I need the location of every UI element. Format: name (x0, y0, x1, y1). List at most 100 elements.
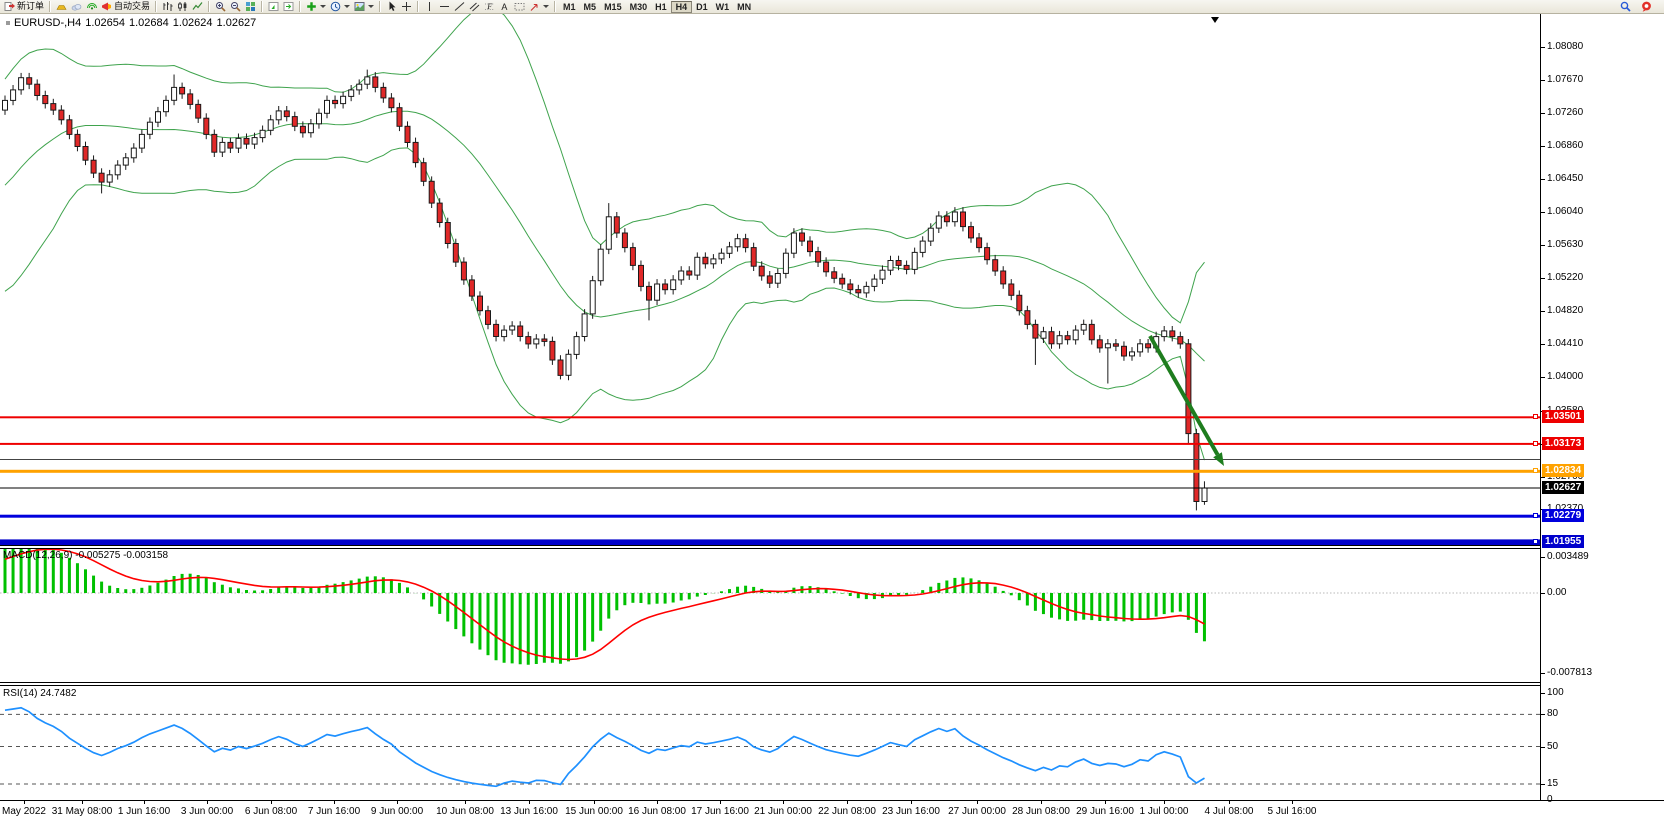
timeframe-M30[interactable]: M30 (629, 1, 648, 12)
cursor-tool-button[interactable] (384, 0, 399, 13)
chart-shift-button[interactable] (266, 0, 281, 13)
ohlc-close: 1.02627 (216, 17, 257, 29)
candle-body (267, 119, 274, 131)
candle-body (984, 247, 991, 261)
vertical-line-tool[interactable] (422, 0, 437, 13)
timeframe-M15[interactable]: M15 (604, 1, 622, 12)
zoom-in-button[interactable] (213, 0, 228, 13)
fibonacci-tool[interactable]: F (482, 0, 497, 13)
candle-body (831, 271, 838, 279)
price-axis-line (1540, 14, 1541, 800)
macd-tick-label: 0.00 (1547, 587, 1567, 598)
candle-body (726, 246, 733, 254)
crosshair-tool-button[interactable] (399, 0, 414, 13)
rsi-tick-label: 15 (1547, 778, 1559, 789)
candle-body (734, 238, 741, 248)
notifications-button[interactable] (1639, 0, 1654, 13)
candle-body (485, 310, 491, 325)
candle-body (26, 77, 33, 85)
hline-icon (440, 6, 450, 7)
time-tick-mark (847, 800, 848, 804)
zoom-out-button[interactable] (228, 0, 243, 13)
candle-body (1161, 330, 1168, 338)
time-tick-mark (1229, 800, 1230, 804)
candle-body (493, 323, 500, 337)
rsi-panel-canvas[interactable] (0, 686, 1541, 800)
timeframe-H4[interactable]: H4 (670, 0, 693, 13)
timeframe-M1[interactable]: M1 (563, 1, 576, 12)
panel-separator[interactable] (0, 682, 1541, 683)
chart-shift-marker-icon[interactable] (1211, 17, 1219, 23)
horizontal-price-line[interactable] (0, 416, 1541, 419)
new-order-button[interactable]: 新订单 (2, 0, 46, 13)
auto-scroll-button[interactable] (281, 0, 296, 13)
candle-body (291, 116, 298, 127)
price-tick-mark (1540, 477, 1545, 478)
horizontal-price-line[interactable] (0, 514, 1541, 518)
candle-body (171, 86, 178, 101)
horizontal-line-tool[interactable] (437, 0, 452, 13)
arrow-object[interactable] (1148, 335, 1220, 456)
add-indicator-button[interactable] (304, 0, 328, 13)
candle-body (1040, 331, 1047, 339)
search-button[interactable] (1618, 0, 1633, 13)
text-tool[interactable]: A (497, 0, 512, 13)
tile-windows-button[interactable] (243, 0, 258, 13)
candle-body (694, 256, 701, 276)
price-tick-label: 1.04000 (1547, 371, 1584, 382)
rsi-tick-label: 80 (1547, 708, 1559, 719)
periods-button[interactable] (328, 0, 352, 13)
candlestick-chart-button[interactable] (175, 0, 190, 13)
dropdown-caret-icon (344, 5, 351, 8)
candle-body (638, 264, 644, 287)
line-anchor-marker[interactable] (1533, 539, 1538, 544)
horizontal-price-line[interactable] (0, 469, 1541, 473)
timeframe-D1[interactable]: D1 (696, 1, 708, 12)
time-tick-label: 13 Jun 16:00 (500, 806, 558, 817)
horizontal-price-line[interactable] (0, 487, 1541, 489)
candle-body (404, 125, 411, 144)
label-tool[interactable] (512, 0, 527, 13)
trendline-tool[interactable] (452, 0, 467, 13)
svg-text:A: A (501, 2, 507, 12)
signal-icon (87, 3, 98, 10)
templates-button[interactable] (352, 0, 376, 13)
signals-button[interactable] (84, 0, 99, 13)
market-depth-button[interactable] (54, 0, 69, 13)
horizontal-price-line[interactable] (0, 459, 1541, 460)
panel-separator[interactable] (0, 545, 1541, 546)
zoom-in-icon (216, 2, 226, 12)
macd-tick-mark (1540, 557, 1545, 558)
candle-body (146, 121, 153, 135)
time-tick-mark (465, 800, 466, 804)
timeframe-M5[interactable]: M5 (583, 1, 597, 12)
horizontal-price-line[interactable] (0, 442, 1541, 445)
line-anchor-marker[interactable] (1533, 441, 1538, 446)
candle-body (388, 97, 395, 109)
autotrading-button[interactable]: 自动交易 (99, 0, 152, 13)
timeframe-W1[interactable]: W1 (715, 1, 730, 12)
ohlc-low: 1.02624 (172, 17, 213, 29)
line-chart-button[interactable] (190, 0, 205, 13)
timeframe-H1[interactable]: H1 (655, 1, 667, 12)
channel-tool[interactable] (467, 0, 482, 13)
main-chart-canvas[interactable] (0, 14, 1541, 545)
price-tick-label: 1.05630 (1547, 239, 1584, 250)
candle-body (750, 247, 757, 267)
horizontal-price-line[interactable] (0, 539, 1541, 545)
macd-panel-canvas[interactable] (0, 549, 1541, 682)
timeframe-MN[interactable]: MN (737, 1, 752, 12)
bar-chart-button[interactable] (160, 0, 175, 13)
cloud-storage-button[interactable] (69, 0, 84, 13)
candle-body (227, 141, 234, 149)
price-tick-mark (1540, 113, 1545, 114)
line-anchor-marker[interactable] (1533, 468, 1538, 473)
candle-body (122, 157, 129, 166)
line-anchor-marker[interactable] (1533, 513, 1538, 518)
zoom-out-icon (231, 2, 241, 12)
candle-body (163, 99, 169, 113)
shapes-tool[interactable] (527, 0, 551, 13)
line-anchor-marker[interactable] (1533, 414, 1538, 419)
candle-body (283, 110, 290, 118)
price-line-label: 1.03501 (1542, 410, 1585, 423)
